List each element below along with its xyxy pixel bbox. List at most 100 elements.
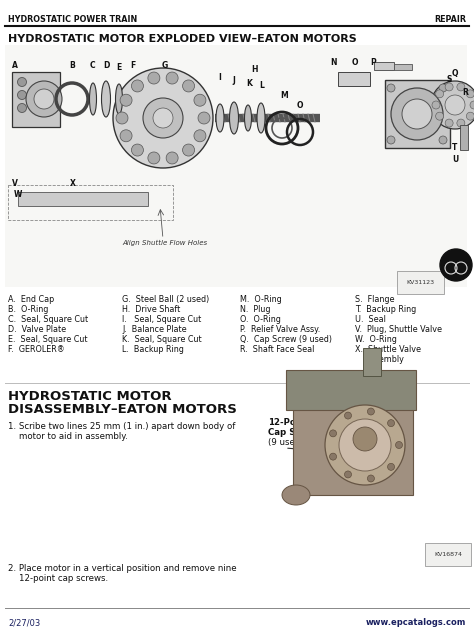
Circle shape [325, 405, 405, 485]
Text: E.  Seal, Square Cut: E. Seal, Square Cut [8, 335, 88, 344]
Ellipse shape [90, 83, 97, 115]
Text: F.  GEROLER®: F. GEROLER® [8, 345, 65, 354]
Circle shape [329, 430, 337, 437]
Ellipse shape [282, 485, 310, 505]
Circle shape [131, 80, 144, 92]
Ellipse shape [257, 103, 265, 133]
Text: I.   Seal, Square Cut: I. Seal, Square Cut [122, 315, 201, 324]
Circle shape [182, 80, 194, 92]
Circle shape [153, 108, 173, 128]
Text: HYDROSTATIC POWER TRAIN: HYDROSTATIC POWER TRAIN [8, 16, 137, 25]
Circle shape [166, 152, 178, 164]
Circle shape [194, 94, 206, 106]
Circle shape [445, 119, 453, 127]
Text: Align Shuttle Flow Holes: Align Shuttle Flow Holes [122, 240, 208, 246]
Text: L.  Backup Ring: L. Backup Ring [122, 345, 184, 354]
Circle shape [194, 130, 206, 142]
Text: T.  Backup Ring: T. Backup Ring [355, 305, 416, 314]
Text: M: M [280, 91, 288, 100]
Ellipse shape [216, 104, 224, 132]
Circle shape [402, 99, 432, 129]
Circle shape [143, 98, 183, 138]
Text: www.epcatalogs.com: www.epcatalogs.com [365, 618, 466, 627]
Text: V.  Plug, Shuttle Valve: V. Plug, Shuttle Valve [355, 325, 442, 334]
Circle shape [345, 471, 352, 478]
Circle shape [457, 119, 465, 127]
Ellipse shape [101, 81, 110, 117]
Text: K: K [246, 79, 252, 88]
Text: G: G [162, 61, 168, 70]
Text: Q.  Cap Screw (9 used): Q. Cap Screw (9 used) [240, 335, 332, 344]
Circle shape [345, 412, 352, 419]
Circle shape [148, 72, 160, 84]
Circle shape [470, 101, 474, 109]
Circle shape [466, 90, 474, 98]
Text: A: A [12, 61, 18, 70]
Text: 1. Scribe two lines 25 mm (1 in.) apart down body of: 1. Scribe two lines 25 mm (1 in.) apart … [8, 422, 236, 431]
Circle shape [18, 90, 27, 99]
Text: W.  O-Ring: W. O-Ring [355, 335, 397, 344]
Circle shape [131, 144, 144, 156]
Circle shape [439, 84, 447, 92]
Text: B: B [69, 61, 75, 70]
Bar [385, 80, 450, 148]
Text: U.  Seal: U. Seal [355, 315, 386, 324]
Bar [5, 45, 467, 287]
Text: X.  Shuttle Valve: X. Shuttle Valve [355, 345, 421, 354]
Circle shape [367, 475, 374, 482]
Bar [363, 348, 381, 376]
Circle shape [120, 130, 132, 142]
Text: Assembly: Assembly [355, 355, 404, 364]
Circle shape [395, 442, 402, 449]
Text: C.  Seal, Square Cut: C. Seal, Square Cut [8, 315, 88, 324]
Text: P: P [370, 58, 376, 67]
Circle shape [439, 136, 447, 144]
Circle shape [457, 83, 465, 91]
Text: D: D [103, 61, 109, 70]
Text: N.  Plug: N. Plug [240, 305, 271, 314]
Text: REPAIR: REPAIR [434, 16, 466, 25]
Text: M.  O-Ring: M. O-Ring [240, 295, 282, 304]
Bar [286, 370, 416, 410]
Text: (9 used): (9 used) [268, 438, 304, 447]
Ellipse shape [229, 102, 238, 134]
Text: B.  O-Ring: B. O-Ring [8, 305, 48, 314]
Circle shape [388, 420, 394, 427]
Text: Cap Screws: Cap Screws [268, 428, 324, 437]
Text: O: O [352, 58, 358, 67]
Text: H: H [252, 65, 258, 74]
Ellipse shape [116, 84, 122, 114]
Text: E: E [116, 63, 121, 72]
Text: HYDROSTATIC MOTOR EXPLODED VIEW–EATON MOTORS: HYDROSTATIC MOTOR EXPLODED VIEW–EATON MO… [8, 34, 357, 44]
Circle shape [388, 463, 394, 470]
Bar [394, 64, 412, 70]
Text: 12-Point: 12-Point [268, 418, 309, 427]
Bar [12, 72, 60, 127]
Text: 12-point cap screws.: 12-point cap screws. [8, 574, 108, 583]
Circle shape [148, 152, 160, 164]
Text: 2/27/03: 2/27/03 [8, 618, 40, 627]
Text: S.  Flange: S. Flange [355, 295, 394, 304]
Text: V: V [12, 179, 18, 188]
Text: D.  Valve Plate: D. Valve Plate [8, 325, 66, 334]
Circle shape [182, 144, 194, 156]
Text: O: O [297, 101, 303, 110]
Text: L: L [259, 81, 264, 90]
Text: J.  Balance Plate: J. Balance Plate [122, 325, 187, 334]
Circle shape [466, 112, 474, 120]
Circle shape [431, 81, 474, 129]
Circle shape [440, 249, 472, 281]
Circle shape [387, 84, 395, 92]
Text: Q: Q [452, 69, 458, 78]
Text: H.  Drive Shaft: H. Drive Shaft [122, 305, 180, 314]
Text: R: R [462, 88, 468, 97]
Text: K.  Seal, Square Cut: K. Seal, Square Cut [122, 335, 201, 344]
Bar [460, 125, 468, 150]
Circle shape [445, 83, 453, 91]
Text: I: I [218, 73, 221, 82]
Text: U: U [452, 155, 458, 164]
Text: C: C [90, 61, 96, 70]
Text: N: N [330, 58, 337, 67]
Circle shape [367, 408, 374, 415]
Circle shape [166, 72, 178, 84]
